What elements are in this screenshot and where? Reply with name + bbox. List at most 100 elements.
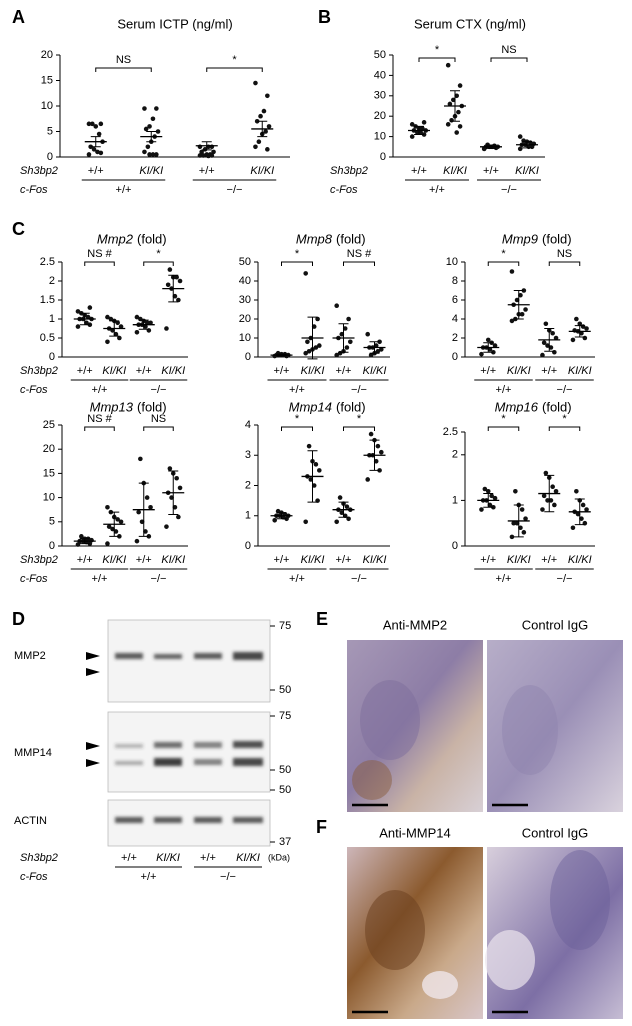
genotype-label: +/+ xyxy=(136,554,152,566)
data-point xyxy=(449,117,454,123)
data-point xyxy=(479,351,484,357)
data-point xyxy=(481,146,487,152)
data-point xyxy=(337,495,343,500)
data-point xyxy=(117,534,122,539)
y-tick-label: 0 xyxy=(49,540,55,552)
chart-title: Serum ICTP (ng/ml) xyxy=(117,16,232,31)
data-point xyxy=(514,297,520,303)
data-point xyxy=(373,343,379,348)
data-point xyxy=(201,153,206,158)
data-point xyxy=(90,121,95,127)
row-label: Sh3bp2 xyxy=(20,554,58,566)
data-point xyxy=(254,119,260,124)
marker-label: 75 xyxy=(279,710,291,722)
genotype-label: +/+ xyxy=(480,554,496,566)
significance-label: * xyxy=(295,413,300,425)
row-label: c-Fos xyxy=(20,184,48,196)
y-tick-label: 25 xyxy=(43,419,55,431)
error-bar xyxy=(338,501,349,518)
genotype-label: KI/KI xyxy=(139,165,163,177)
error-bar xyxy=(486,144,496,149)
data-point xyxy=(553,488,559,494)
genotype-label: +/+ xyxy=(136,365,152,377)
significance-label: NS # xyxy=(347,248,372,260)
data-point xyxy=(315,316,320,322)
significance-bracket xyxy=(343,426,375,431)
data-point xyxy=(91,147,97,152)
data-point xyxy=(457,124,463,129)
data-point xyxy=(579,330,584,336)
significance-bracket xyxy=(206,67,263,72)
significance-bracket xyxy=(281,261,313,266)
error-bar xyxy=(79,538,90,545)
y-tick-label: 10 xyxy=(43,492,55,504)
data-point xyxy=(550,330,555,336)
row-label: c-Fos xyxy=(20,384,48,396)
data-point xyxy=(142,106,147,111)
y-tick-label: 20 xyxy=(43,443,55,455)
data-point xyxy=(75,324,81,329)
image-label: Control IgG xyxy=(522,617,588,632)
error-bar xyxy=(450,90,460,122)
data-point xyxy=(313,462,319,467)
genotype-label: −/− xyxy=(227,184,243,196)
data-point xyxy=(421,120,427,125)
data-point xyxy=(84,320,89,326)
data-point xyxy=(545,343,550,348)
panel-letter: B xyxy=(318,7,331,27)
y-tick-label: 20 xyxy=(374,110,386,122)
data-point xyxy=(174,475,179,481)
genotype-label: KI/KI xyxy=(161,554,185,566)
data-point xyxy=(115,320,120,326)
data-point xyxy=(339,331,345,337)
data-point xyxy=(167,267,173,272)
data-point xyxy=(346,316,351,322)
data-point xyxy=(420,126,425,131)
y-tick-label: 1.5 xyxy=(40,294,55,306)
y-tick-label: 30 xyxy=(239,294,251,306)
data-point xyxy=(334,303,340,309)
data-point xyxy=(118,324,124,329)
significance-bracket xyxy=(143,261,174,266)
genotype-label: KI/KI xyxy=(363,554,387,566)
data-point xyxy=(209,153,215,158)
data-point xyxy=(579,516,584,521)
y-tick-label: 2.5 xyxy=(443,426,458,438)
y-tick-label: 50 xyxy=(239,256,251,268)
significance-bracket xyxy=(143,426,174,431)
genotype-label: +/+ xyxy=(483,165,499,177)
genotype-label: +/+ xyxy=(200,852,216,864)
significance-bracket xyxy=(84,261,115,266)
genotype-label: −/− xyxy=(501,184,517,196)
data-point xyxy=(96,131,102,137)
genotype-label: KI/KI xyxy=(250,165,274,177)
data-point xyxy=(334,352,340,358)
genotype-label: KI/KI xyxy=(236,852,260,864)
data-point xyxy=(368,431,374,437)
error-bar xyxy=(79,312,90,326)
error-bar xyxy=(338,323,349,353)
significance-label: NS # xyxy=(87,413,112,425)
genotype-label: −/− xyxy=(151,384,167,396)
data-point xyxy=(509,534,515,540)
significance-bracket xyxy=(490,57,528,62)
error-bar xyxy=(201,141,212,151)
data-point xyxy=(552,349,557,355)
data-point xyxy=(377,339,382,345)
data-point xyxy=(134,314,140,320)
genotype-label: KI/KI xyxy=(507,554,531,566)
data-point xyxy=(575,511,581,517)
data-point xyxy=(305,339,310,345)
data-point xyxy=(105,314,110,320)
significance-label: * xyxy=(156,248,161,260)
data-point xyxy=(368,352,374,358)
data-point xyxy=(518,525,523,531)
data-point xyxy=(176,514,181,520)
y-tick-label: 0 xyxy=(245,540,251,552)
data-point xyxy=(75,542,81,547)
marker-label: 75 xyxy=(279,620,291,632)
error-bar xyxy=(90,136,101,148)
data-point xyxy=(93,124,99,129)
data-point xyxy=(266,124,272,129)
data-point xyxy=(311,324,317,329)
